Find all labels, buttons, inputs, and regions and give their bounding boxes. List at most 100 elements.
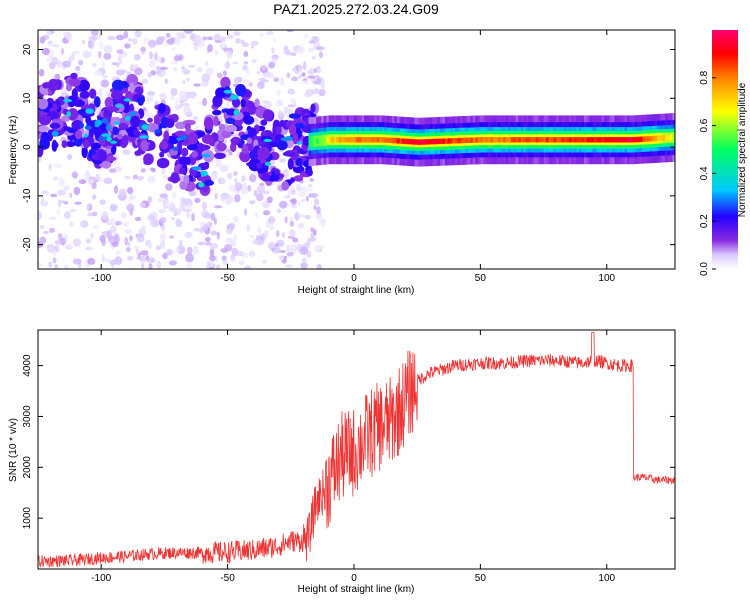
noise-blob [256,71,260,75]
signal-blob [215,87,227,99]
noise-blob [155,245,162,251]
ridge-core-segment [667,135,671,141]
signal-peak [264,162,272,166]
snr-background [38,330,675,569]
noise-blob [254,212,259,218]
ridge-core-segment [520,137,524,143]
noise-blob [292,67,297,72]
signal-blob [221,130,232,139]
noise-blob [192,115,198,121]
ridge-core-segment [576,137,580,143]
noise-blob [245,266,250,269]
signal-blob [76,100,85,107]
snr-x-ticks: -100 -50 0 50 100 [91,330,616,584]
signal-blob [51,139,58,152]
noise-blob [156,36,164,45]
signal-blob [49,122,61,129]
noise-blob [148,263,153,269]
noise-blob [290,52,297,57]
spectrogram-x-tick-label: 100 [598,273,615,284]
noise-blob [296,46,305,54]
noise-blob [131,64,137,70]
ridge-core-segment [525,137,529,143]
noise-blob [109,168,117,173]
noise-blob [82,50,92,59]
signal-blob [191,151,199,158]
noise-blob [168,260,177,266]
signal-blob [70,72,78,80]
signal-peak [106,136,112,142]
ridge-core-segment [538,137,542,143]
noise-blob [48,163,52,171]
ridge-core-segment [396,138,400,144]
signal-peak [141,124,149,130]
ridge-core-segment [399,138,403,144]
signal-peak [101,133,111,137]
snr-x-tick-label: 0 [351,573,357,584]
noise-blob [297,223,304,229]
noise-blob [64,264,70,269]
ridge-core-segment [556,137,560,143]
noise-blob [253,189,258,197]
noise-blob [185,253,195,263]
noise-blob [287,88,296,95]
ridge-core-segment [601,137,605,143]
ridge-core-segment [338,137,342,143]
noise-blob [252,239,259,245]
noise-blob [133,54,141,61]
noise-blob [234,194,241,203]
noise-blob [92,194,97,200]
ridge-core-segment [409,139,413,145]
noise-blob [256,193,264,202]
noise-blob [230,133,240,138]
signal-blob [39,137,50,150]
noise-blob [65,31,72,41]
noise-blob [46,244,55,248]
noise-blob [193,227,202,232]
noise-blob [149,51,154,60]
noise-blob [159,66,168,70]
noise-blob [275,230,280,237]
signal-peak [66,111,71,118]
noise-blob [64,211,71,219]
signal-peak [233,109,240,116]
noise-blob [310,89,320,95]
signal-blob [111,90,123,101]
noise-blob [202,36,208,41]
noise-blob [279,200,288,209]
noise-blob [224,244,233,251]
colorbar-tick-label: 0.2 [699,214,710,228]
ridge-core-segment [652,135,656,142]
noise-blob [85,246,93,251]
noise-blob [60,47,64,55]
noise-blob [170,87,178,97]
ridge-core-segment [402,138,406,144]
noise-blob [313,229,317,236]
noise-blob [125,246,131,253]
ridge-core-segment [419,139,423,145]
noise-blob [286,244,290,253]
noise-blob [184,30,193,34]
signal-blob [287,158,294,170]
noise-blob [133,245,140,250]
signal-blob [261,173,271,182]
noise-blob [308,40,315,44]
ridge-core-segment [621,137,625,143]
noise-blob [272,36,277,43]
ridge-core-segment [634,136,638,143]
signal-blob [67,108,79,121]
noise-blob [168,202,176,211]
noise-blob [147,214,156,222]
noise-blob [133,106,140,110]
colorbar-gradient [712,30,738,269]
colorbar-tick-label: 0.4 [699,166,710,180]
signal-blob [83,139,90,149]
signal-peak [280,137,291,142]
noise-blob [307,75,316,79]
signal-peak [296,141,302,145]
noise-blob [287,187,291,196]
signal-peak [101,118,109,124]
ridge-core-segment [331,137,335,143]
noise-blob [126,186,134,194]
